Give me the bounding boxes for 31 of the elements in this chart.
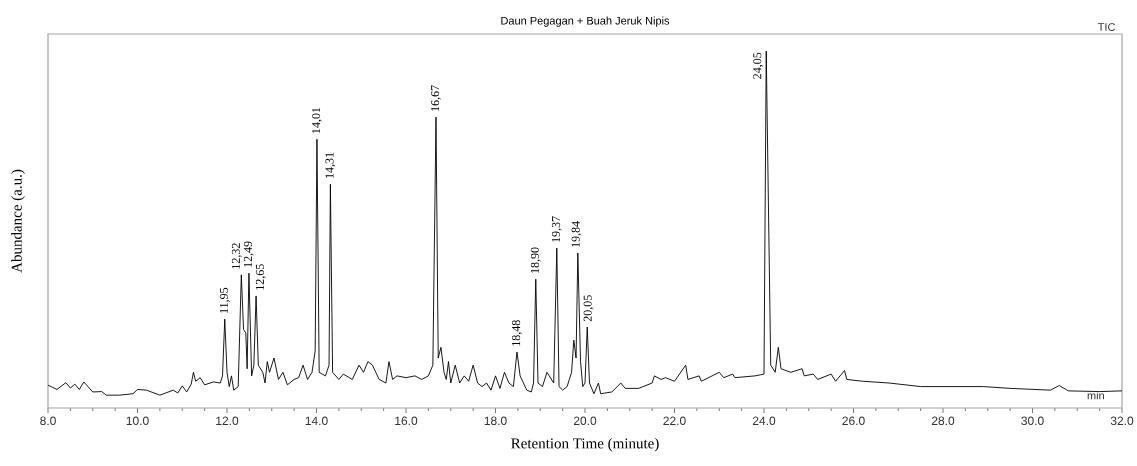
x-tick-label: 16.0	[395, 416, 418, 426]
annotation: 19,84	[571, 221, 582, 247]
x-tick-label: 14.0	[305, 416, 328, 426]
annotation: min	[1087, 391, 1104, 400]
annotation: 12,32	[231, 243, 242, 269]
annotation: 12,49	[243, 241, 254, 267]
x-tick-label: 22.0	[663, 416, 686, 426]
x-tick-label: 26.0	[842, 416, 865, 426]
x-tick-label: 24.0	[752, 416, 776, 426]
x-axis-title: Retention Time (minute)	[511, 437, 659, 452]
y-axis-title: Abundance (a.u.)	[11, 169, 25, 273]
annotation: 24,05	[753, 52, 764, 79]
annotation: 14,01	[312, 107, 322, 134]
x-tick-label: 32.0	[1110, 416, 1134, 426]
x-tick-label: 30.0	[1021, 416, 1044, 426]
annotation: 18,90	[530, 247, 541, 273]
annotation: 18,48	[512, 320, 522, 346]
chart-title: Daun Pegagan + Buah Jeruk Nipis	[501, 16, 670, 27]
annotation: 12,65	[255, 264, 266, 290]
annotation: 14,31	[325, 152, 336, 178]
x-tick-label: 10.0	[126, 416, 149, 426]
annotation: 11,95	[219, 287, 230, 313]
x-tick-label: 12.0	[216, 416, 239, 426]
text: TIC	[1097, 23, 1116, 31]
x-tick-label: 20.0	[573, 416, 597, 426]
x-tick-label: 28.0	[931, 416, 955, 426]
annotation: 20,05	[583, 295, 594, 322]
x-tick-label: 18.0	[484, 416, 507, 426]
annotation: 16,67	[431, 85, 441, 111]
x-tick-label: 8.0	[40, 416, 56, 426]
annotation: 19,37	[551, 216, 562, 242]
